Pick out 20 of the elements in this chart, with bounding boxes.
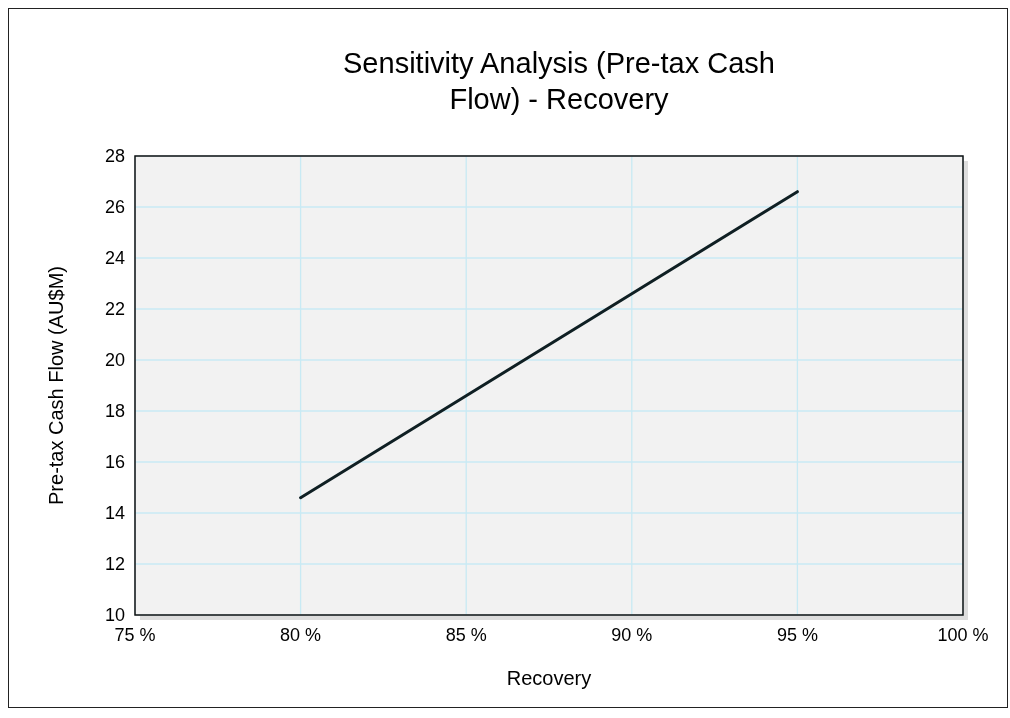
y-tick-label: 10: [104, 605, 125, 626]
y-tick-label: 18: [104, 401, 125, 422]
x-tick-label: 95 %: [776, 625, 818, 645]
x-axis-title: Recovery: [506, 667, 592, 689]
y-tick-label: 24: [104, 248, 125, 269]
x-tick-label: 75 %: [114, 625, 156, 645]
chart-title: Sensitivity Analysis (Pre-tax Cash Flow) - Recovery: [343, 47, 775, 115]
y-axis-title: Pre-tax Cash Flow (AU$M): [45, 266, 67, 505]
x-tick-label: 100 %: [937, 625, 989, 645]
x-tick-label: 80 %: [280, 625, 322, 645]
y-tick-label: 16: [104, 452, 125, 473]
y-tick-label: 28: [104, 146, 125, 167]
line-series: [299, 190, 799, 500]
y-tick-label: 22: [104, 299, 125, 320]
x-tick-label: 90 %: [611, 625, 653, 645]
y-tick-label: 20: [104, 350, 125, 371]
y-tick-label: 12: [104, 554, 125, 575]
y-tick-label: 14: [104, 503, 125, 524]
x-tick-label: 85 %: [445, 625, 487, 645]
y-tick-label: 26: [104, 197, 125, 218]
